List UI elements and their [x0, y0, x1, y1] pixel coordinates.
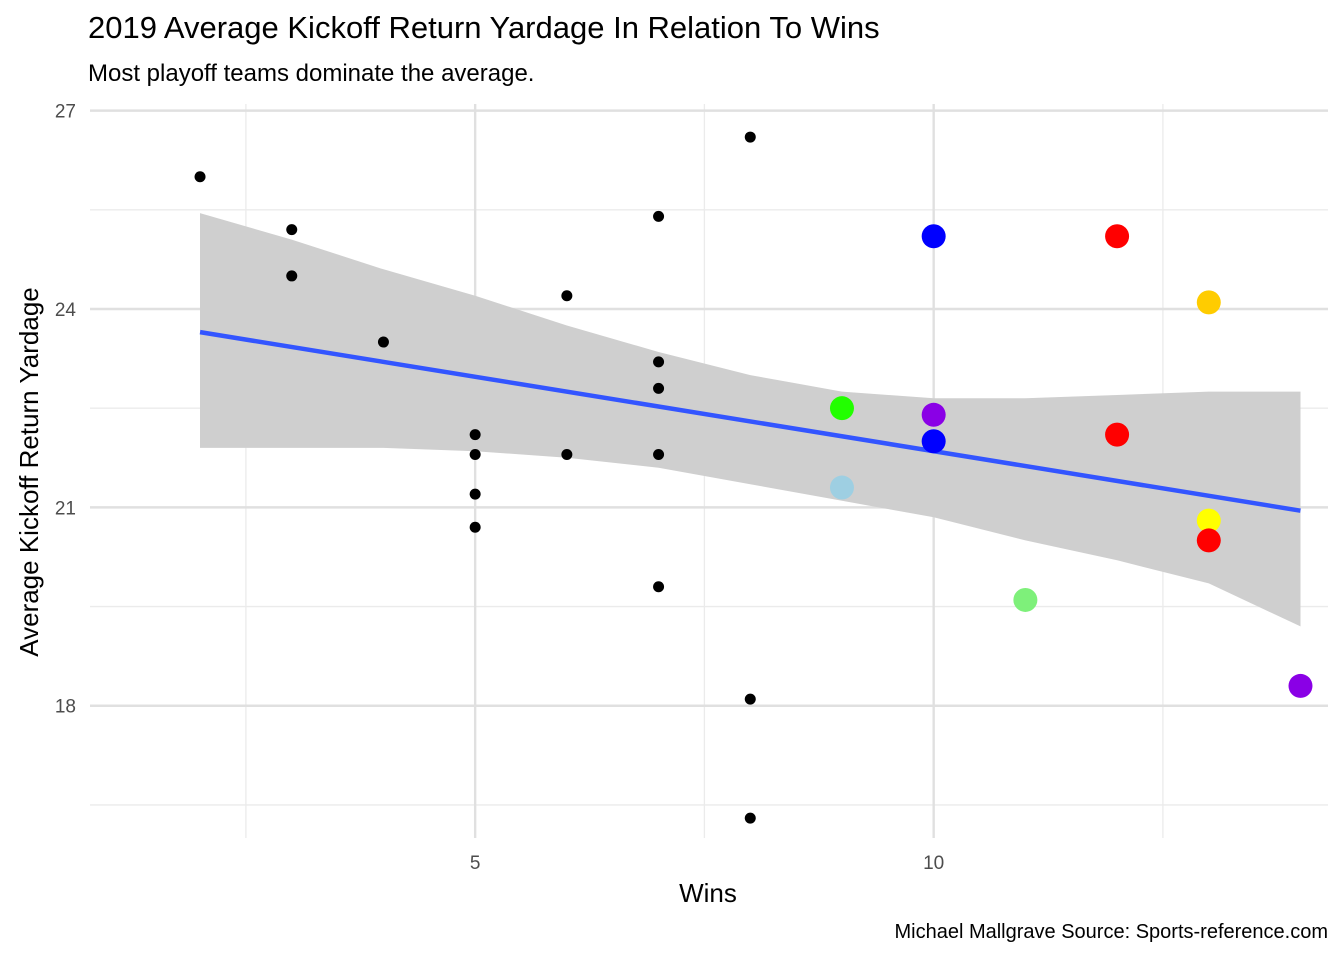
data-point [469, 488, 481, 500]
data-point [653, 581, 665, 593]
playoff-team-point [1196, 290, 1221, 315]
y-axis-title: Average Kickoff Return Yardage [14, 287, 44, 657]
data-point [653, 210, 665, 222]
playoff-team-point [829, 475, 854, 500]
data-point [194, 171, 206, 183]
x-axis-title: Wins [679, 878, 737, 908]
data-point [744, 812, 756, 824]
data-point [653, 448, 665, 460]
y-tick-label: 24 [55, 300, 77, 321]
playoff-team-point [921, 224, 946, 249]
trend-line-layer [199, 329, 1301, 513]
playoff-team-point [1196, 508, 1221, 533]
data-point [286, 224, 298, 236]
data-point [653, 382, 665, 394]
data-point [469, 429, 481, 441]
data-point [561, 448, 573, 460]
y-tick-label: 18 [55, 697, 76, 718]
playoff-team-point [921, 402, 946, 427]
points-layer [194, 131, 1313, 824]
chart-title: 2019 Average Kickoff Return Yardage In R… [88, 10, 880, 45]
x-tick-label: 10 [923, 853, 944, 874]
playoff-team-point [829, 396, 854, 421]
data-point [744, 693, 756, 705]
data-point [286, 270, 298, 282]
x-tick-label: 5 [470, 853, 481, 874]
trend-line [199, 329, 1301, 513]
playoff-team-point [1105, 422, 1130, 447]
chart-subtitle: Most playoff teams dominate the average. [88, 60, 535, 87]
playoff-team-point [1013, 587, 1038, 612]
data-point [653, 356, 665, 368]
data-point [377, 336, 389, 348]
data-point [744, 131, 756, 143]
chart-caption: Michael Mallgrave Source: Sports-referen… [894, 921, 1328, 943]
playoff-team-point [921, 429, 946, 454]
data-point [469, 521, 481, 533]
y-tick-label: 27 [55, 102, 76, 123]
data-point [469, 448, 481, 460]
tick-labels: 18 21 24 27 5 10 [55, 102, 944, 874]
playoff-team-point [1288, 673, 1313, 698]
y-tick-label: 21 [55, 498, 76, 519]
playoff-team-point [1196, 528, 1221, 553]
playoff-team-point [1105, 224, 1130, 249]
data-point [561, 290, 573, 302]
